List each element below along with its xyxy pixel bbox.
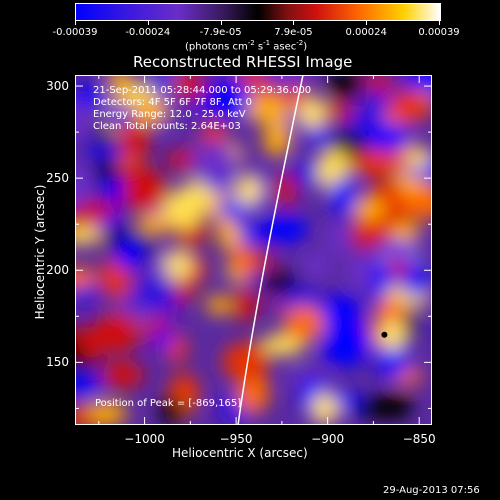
x-tick-label: −900 (311, 432, 345, 446)
heatmap-hotspot (379, 319, 407, 351)
heatmap-blob (217, 221, 241, 252)
colorbar-tick-mark (366, 20, 368, 25)
heatmap-blob (274, 173, 297, 207)
chart-title: Reconstructed RHESSI Image (133, 53, 353, 71)
heatmap-hotspot (235, 174, 263, 206)
heatmap-blob (133, 278, 162, 307)
heatmap-blob (109, 75, 130, 95)
heatmap-blob (352, 149, 401, 178)
heatmap-blob (75, 406, 90, 425)
axis-ticks (75, 75, 432, 425)
heatmap-blob (283, 305, 325, 341)
y-tick-label: 200 (46, 263, 69, 278)
info-line: Clean Total counts: 2.64E+03 (93, 121, 241, 132)
heatmap-blob (81, 401, 128, 425)
x-tick-label: −950 (219, 432, 253, 446)
colorbar-tick-label: -0.00024 (125, 27, 171, 38)
peak-marker (381, 331, 388, 338)
heatmap-blob (388, 223, 422, 242)
colorbar-tick-label: -7.9e-05 (199, 27, 242, 38)
y-tick-label: 150 (46, 355, 69, 370)
heatmap-blob (75, 101, 98, 140)
colorbar-unit: (photons cm-2 s-1 asec-2) (185, 39, 308, 53)
heatmap-blob (352, 197, 386, 220)
heatmap-blob (408, 146, 430, 169)
heatmap-blob (356, 398, 394, 419)
heatmap-blob (232, 287, 258, 322)
info-line: Energy Range: 12.0 - 25.0 keV (93, 109, 246, 120)
heatmap-blob (122, 169, 168, 213)
colorbar-tick-label: 0.00024 (345, 27, 387, 38)
heatmap-blob (75, 266, 96, 288)
colorbar-tick-label: -0.00039 (52, 27, 98, 38)
heatmap-blob (141, 97, 168, 124)
colorbar-tick-mark (75, 20, 76, 25)
heatmap-blob (119, 120, 151, 160)
heatmap-blob (75, 374, 102, 397)
colorbar (75, 3, 441, 21)
heatmap-blob (145, 247, 171, 286)
heatmap-blob (156, 280, 177, 303)
x-axis-label: Heliocentric X (arcsec) (172, 446, 308, 460)
heatmap-blob (101, 360, 144, 389)
solar-limb-line (237, 75, 304, 425)
heatmap-plot (75, 75, 432, 425)
colorbar-tick-mark (293, 20, 295, 25)
heatmap-blob (404, 257, 426, 300)
heatmap-hotspot (299, 97, 327, 129)
heatmap-blob (93, 312, 140, 353)
heatmap-blob (75, 226, 100, 245)
heatmap-blob (114, 235, 145, 272)
heatmap-blob (159, 396, 185, 425)
heatmap-hotspot (165, 249, 193, 281)
heatmap-blob (75, 210, 92, 231)
y-tick-label: 250 (46, 171, 69, 186)
heatmap-blob (260, 333, 306, 356)
heatmap-blob (262, 75, 310, 90)
heatmap-blob (401, 188, 432, 219)
heatmap-blob (260, 272, 299, 291)
y-tick-label: 300 (46, 79, 69, 94)
heatmap-blob (152, 328, 174, 350)
heatmap-blob (103, 104, 135, 128)
heatmap-blob (222, 342, 269, 382)
colorbar-tick-mark (439, 20, 440, 25)
colorbar-tick-mark (147, 20, 149, 25)
heatmap-blob (365, 89, 386, 127)
peak-position-label: Position of Peak = [-869,165] (95, 398, 242, 409)
heatmap-blob (232, 244, 255, 281)
plot-border (75, 75, 432, 425)
info-line: 21-Sep-2011 05:28:44.000 to 05:29:36.000 (93, 85, 312, 96)
heatmap-blob (205, 78, 252, 119)
heatmap-blob (370, 262, 395, 287)
heatmap-blob (137, 213, 175, 234)
colorbar-tick-label: 0.00039 (418, 27, 460, 38)
heatmap-blob (206, 295, 233, 316)
heatmap-blob (263, 121, 292, 157)
x-tick-label: −1000 (124, 432, 165, 446)
heatmap-blob (329, 176, 357, 217)
heatmap-blob (191, 152, 216, 173)
heatmap-blob (260, 215, 308, 244)
heatmap-blob (303, 252, 330, 279)
heatmap-blob (326, 75, 363, 97)
colorbar-tick-label: 7.9e-05 (274, 27, 313, 38)
heatmap-blob (308, 127, 333, 147)
colorbar-tick-mark (220, 20, 222, 25)
heatmap-blob (173, 75, 206, 101)
observation-info: 21-Sep-2011 05:28:44.000 to 05:29:36.000… (93, 85, 311, 133)
heatmap-blob (75, 163, 98, 208)
heatmap-blob (327, 320, 373, 358)
x-tick-label: −850 (402, 432, 436, 446)
heatmap-blob (388, 89, 432, 123)
heatmap-hotspot (311, 393, 339, 425)
heatmap-blob (243, 96, 290, 124)
timestamp: 29-Aug-2013 07:56 (383, 485, 480, 496)
heatmap-blob (325, 221, 353, 255)
info-line: Detectors: 4F 5F 6F 7F 8F, Att 0 (93, 97, 253, 108)
y-axis-label: Heliocentric Y (arcsec) (33, 184, 47, 320)
